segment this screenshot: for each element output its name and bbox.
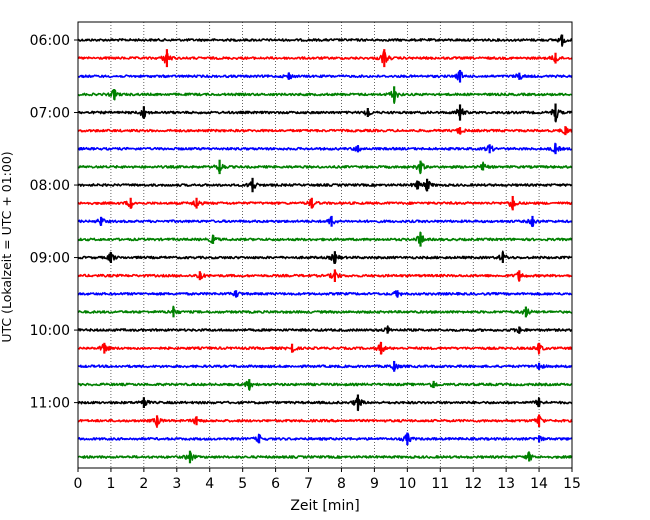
seismogram-trace	[77, 341, 573, 355]
seismogram-trace	[77, 250, 573, 264]
seismogram-trace	[77, 180, 573, 192]
seismogram-trace	[77, 108, 573, 123]
seismogram-trace	[77, 231, 573, 244]
x-tick-label: 7	[304, 476, 313, 492]
x-tick-label: 14	[530, 476, 548, 492]
seismogram-trace	[77, 216, 573, 228]
seismogram-trace	[77, 397, 573, 412]
seismogram-trace	[77, 271, 573, 282]
y-tick-label: 07:00	[30, 106, 70, 122]
seismogram-trace	[77, 433, 573, 446]
seismogram-trace	[77, 50, 573, 64]
x-tick-label: 5	[238, 476, 247, 492]
x-axis-ticks: 0 1 2 3 4 5 6 7 8 9 10 11 12 13 14 15	[74, 468, 581, 492]
seismogram-trace	[77, 380, 573, 391]
plot-frame	[77, 21, 573, 469]
seismogram-trace	[77, 305, 573, 317]
seismogram-trace	[77, 416, 573, 428]
x-axis-label: Zeit [min]	[290, 498, 359, 514]
seismogram-trace	[77, 363, 573, 371]
y-tick-label: 10:00	[30, 323, 70, 339]
x-tick-label: 2	[139, 476, 148, 492]
seismogram-trace	[77, 325, 573, 334]
y-tick-label: 11:00	[30, 396, 70, 412]
y-axis-ticks: 06:00 07:00 08:00 09:00 10:00 11:00	[30, 33, 78, 412]
x-tick-label: 12	[464, 476, 482, 492]
x-tick-label: 8	[337, 476, 346, 492]
grid-layer	[110, 22, 540, 468]
seismogram-trace	[77, 126, 573, 135]
y-tick-label: 08:00	[30, 178, 70, 194]
x-tick-label: 0	[74, 476, 83, 492]
x-tick-label: 15	[563, 476, 581, 492]
seismogram-trace	[77, 198, 573, 209]
x-tick-label: 3	[172, 476, 181, 492]
x-tick-label: 4	[205, 476, 214, 492]
seismogram-trace	[77, 89, 573, 104]
seismogram-trace	[77, 290, 573, 298]
seismogram-trace	[77, 161, 573, 175]
y-tick-label: 06:00	[30, 33, 70, 49]
seismogram-trace	[77, 34, 573, 47]
x-tick-label: 13	[497, 476, 515, 492]
y-tick-label: 09:00	[30, 251, 70, 267]
x-tick-label: 6	[271, 476, 280, 492]
y-axis-label: UTC (Lokalzeit = UTC + 01:00)	[0, 151, 14, 342]
x-tick-label: 10	[398, 476, 416, 492]
x-tick-label: 1	[106, 476, 115, 492]
seismogram-trace	[77, 451, 573, 461]
seismogram-trace	[77, 71, 573, 82]
x-tick-label: 11	[431, 476, 449, 492]
trace-layer	[77, 34, 573, 464]
x-tick-label: 9	[370, 476, 379, 492]
